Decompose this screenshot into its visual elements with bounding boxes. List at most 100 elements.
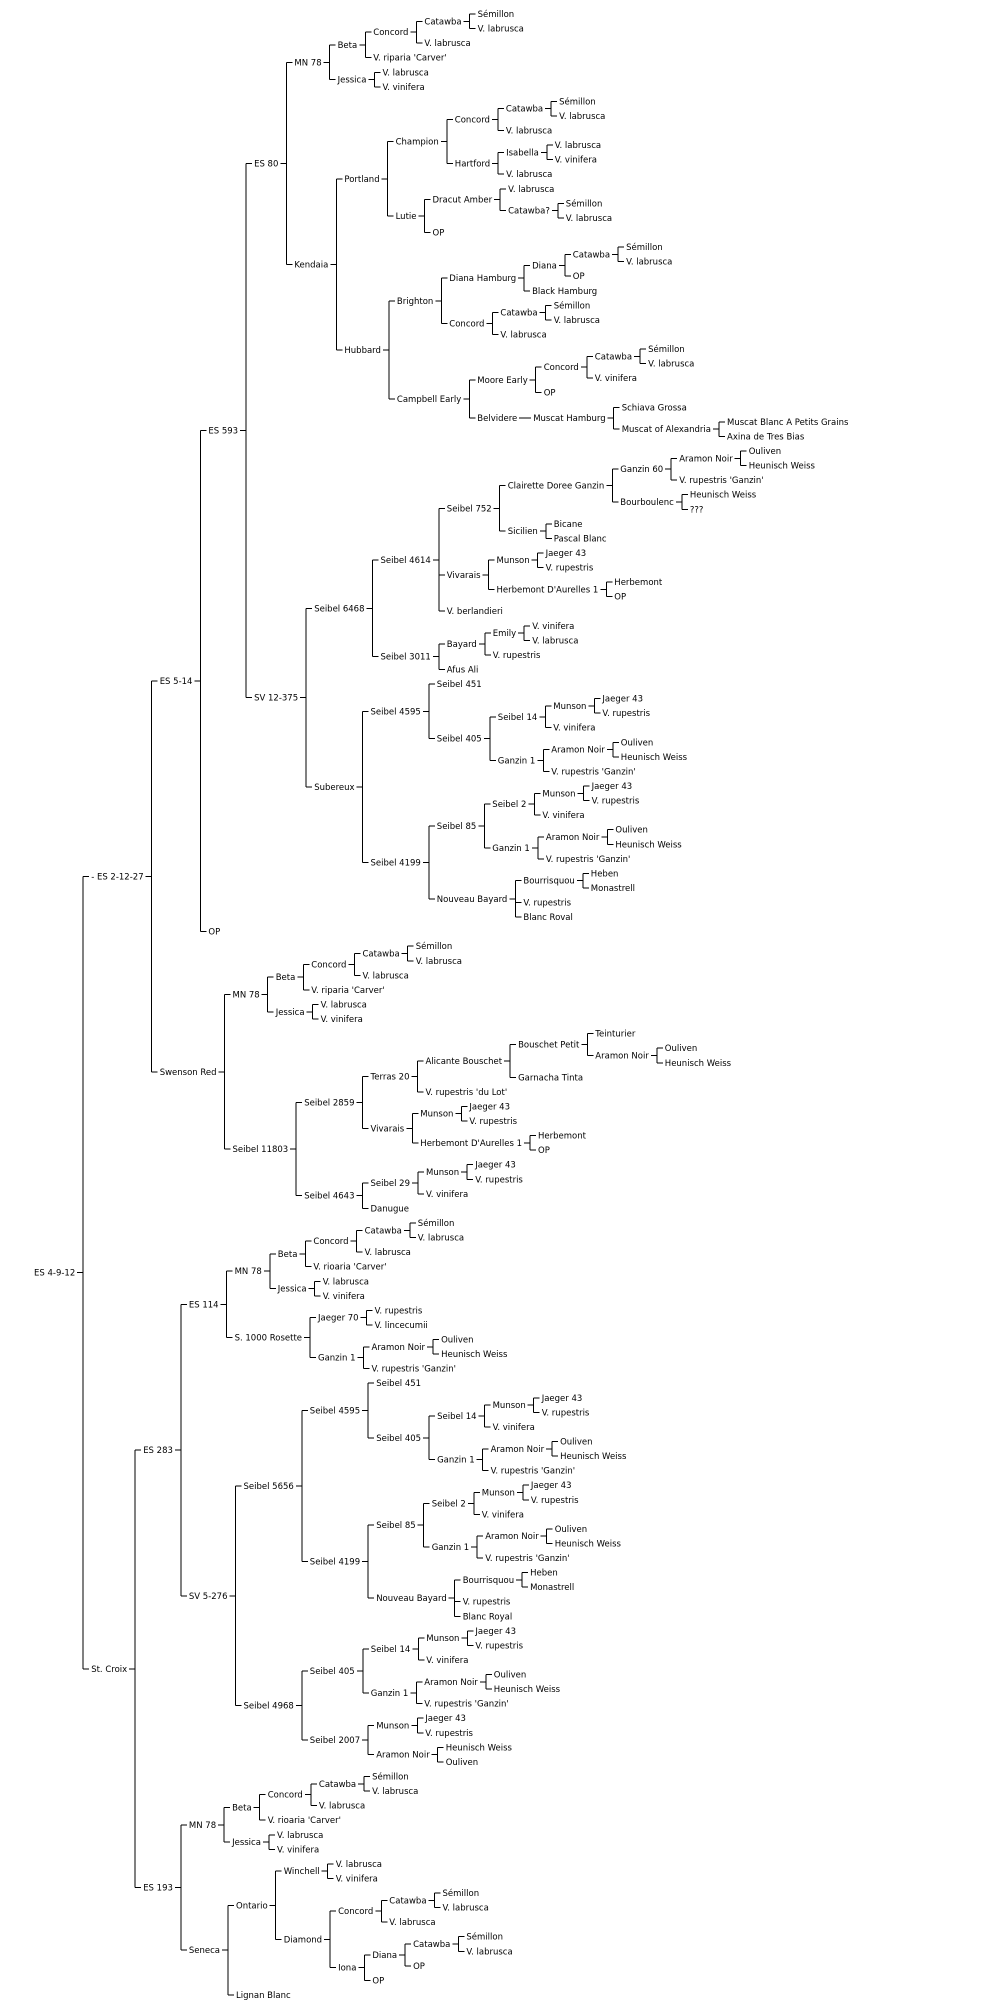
- node-label-concord: Concord: [373, 28, 408, 38]
- node-label-beta: Beta: [232, 1804, 252, 1814]
- node-label-vivarais: Vivarais: [371, 1124, 405, 1134]
- node-label-clairette-doree-ganzin: Clairette Doree Ganzin: [508, 482, 605, 492]
- node-label-es-4-9-12: ES 4-9-12: [34, 1269, 75, 1279]
- node-label-heben: Heben: [530, 1569, 558, 1579]
- node-label-v-rupestris: V. rupestris: [475, 1641, 523, 1651]
- node-label-v-rupestris: V. rupestris: [469, 1117, 517, 1127]
- node-label-v-rupestris: V. rupestris: [546, 564, 594, 574]
- node-label-lignan-blanc: Lignan Blanc: [236, 1991, 291, 2001]
- node-label-vivarais: Vivarais: [447, 571, 481, 581]
- node-label-s-millon: Sémillon: [466, 1932, 503, 1943]
- node-label-es-193: ES 193: [143, 1884, 173, 1894]
- node-label-catawba: Catawba: [363, 950, 400, 960]
- node-label-op: OP: [544, 389, 556, 399]
- node-label-st-croix: St. Croix: [91, 1665, 127, 1675]
- node-label-v-labrusca: V. labrusca: [365, 1248, 411, 1258]
- node-label-concord: Concord: [268, 1791, 303, 1801]
- node-label-seibel-752: Seibel 752: [447, 504, 492, 514]
- node-label-ganzin-1: Ganzin 1: [371, 1689, 409, 1699]
- node-label-diana: Diana: [532, 261, 557, 271]
- node-label-ganzin-1: Ganzin 1: [318, 1354, 356, 1364]
- node-label-es-2-12-27: - ES 2-12-27: [91, 872, 143, 882]
- node-label-mn-78: MN 78: [294, 58, 321, 68]
- node-label-jessica: Jessica: [275, 1008, 305, 1018]
- node-label-v-labrusca: V. labrusca: [506, 170, 552, 180]
- node-label-v-labrusca: V. labrusca: [277, 1831, 323, 1841]
- node-label-heunisch-weiss: Heunisch Weiss: [441, 1350, 508, 1360]
- node-label-aramon-noir: Aramon Noir: [551, 746, 605, 756]
- node-label-dracut-amber: Dracut Amber: [433, 196, 493, 206]
- node-label-heben: Heben: [591, 869, 619, 879]
- node-label-diamond: Diamond: [284, 1936, 322, 1946]
- node-label-v-vinifera: V. vinifera: [542, 811, 584, 821]
- node-label-brighton: Brighton: [397, 297, 433, 307]
- node-label-beta: Beta: [278, 1250, 298, 1260]
- node-label-jessica: Jessica: [337, 76, 367, 86]
- node-label-v-rupestris: V. rupestris: [542, 1408, 590, 1418]
- node-label-bourrisquou: Bourrisquou: [463, 1576, 514, 1586]
- node-label-v-labrusca: V. labrusca: [626, 258, 672, 268]
- node-label-ouliven: Ouliven: [615, 826, 647, 836]
- node-label-garnacha-tinta: Garnacha Tinta: [518, 1073, 583, 1083]
- node-label-v-rupestris: V. rupestris: [523, 899, 571, 909]
- node-label-v-vinifera: V. vinifera: [493, 1423, 535, 1433]
- node-label-jaeger-43: Jaeger 43: [468, 1103, 510, 1113]
- node-label-v-labrusca: V. labrusca: [648, 360, 694, 370]
- node-label-catawba: Catawba: [595, 352, 632, 362]
- node-label-belvidere: Belvidere: [477, 414, 517, 424]
- node-label-kendaia: Kendaia: [294, 260, 328, 270]
- node-label-aramon-noir: Aramon Noir: [491, 1445, 545, 1455]
- node-label-op: OP: [433, 229, 445, 239]
- node-label-concord: Concord: [311, 960, 346, 970]
- node-label-aramon-noir: Aramon Noir: [424, 1678, 478, 1688]
- node-label-catawba: Catawba: [319, 1780, 356, 1790]
- node-label-teinturier: Teinturier: [594, 1030, 636, 1040]
- node-label-ganzin-60: Ganzin 60: [620, 465, 663, 475]
- node-label-s-millon: Sémillon: [648, 344, 685, 355]
- node-label-seibel-2: Seibel 2: [432, 1499, 466, 1509]
- node-label-concord: Concord: [455, 116, 490, 126]
- node-label-seibel-29: Seibel 29: [371, 1179, 411, 1189]
- node-label-es-5-14: ES 5-14: [160, 677, 193, 687]
- node-label-munson: Munson: [420, 1110, 453, 1120]
- node-label-catawba: Catawba: [573, 250, 610, 260]
- node-label-s-millon: Sémillon: [478, 9, 515, 20]
- node-label-catawba: Catawba: [413, 1940, 450, 1950]
- node-label-mn-78: MN 78: [235, 1267, 262, 1277]
- node-label-v-labrusca: V. labrusca: [508, 185, 554, 195]
- node-label-v-rupestris-ganzin: V. rupestris 'Ganzin': [372, 1365, 456, 1375]
- node-label-v-labrusca: V. labrusca: [566, 214, 612, 224]
- node-label-v-labrusca: V. labrusca: [424, 39, 470, 49]
- node-label-aramon-noir: Aramon Noir: [485, 1532, 539, 1542]
- node-label-v-rupestris-ganzin: V. rupestris 'Ganzin': [485, 1554, 569, 1564]
- node-label-ouliven: Ouliven: [665, 1044, 697, 1054]
- node-label-iona: Iona: [338, 1964, 356, 1974]
- node-label-v-labrusca: V. labrusca: [559, 112, 605, 122]
- node-label-heunisch-weiss: Heunisch Weiss: [615, 840, 682, 850]
- node-label-op: OP: [614, 593, 626, 603]
- node-label-op: OP: [538, 1146, 550, 1156]
- node-label-v-vinifera: V. vinifera: [321, 1015, 363, 1025]
- node-label-v-vinifera: V. vinifera: [426, 1190, 468, 1200]
- node-label-muscat-of-alexandria: Muscat of Alexandria: [622, 425, 711, 435]
- node-label-sicilien: Sicilien: [508, 527, 538, 537]
- node-label-bayard: Bayard: [447, 640, 477, 650]
- node-label-op: OP: [413, 1962, 425, 1972]
- node-label-munson: Munson: [482, 1489, 515, 1499]
- node-label-v-riparia-carver: V. riparia 'Carver': [311, 986, 384, 996]
- node-label-concord: Concord: [338, 1907, 373, 1917]
- node-label-seibel-4595: Seibel 4595: [310, 1407, 360, 1417]
- node-label-ganzin-1: Ganzin 1: [432, 1543, 470, 1553]
- node-label-seibel-85: Seibel 85: [376, 1521, 416, 1531]
- node-label-v-rupestris-ganzin: V. rupestris 'Ganzin': [551, 767, 635, 777]
- node-label-s-1000-rosette: S. 1000 Rosette: [235, 1334, 302, 1344]
- node-label-herbemont: Herbemont: [614, 578, 663, 588]
- node-label-seibel-451: Seibel 451: [437, 680, 482, 690]
- node-label-v-berlandieri: V. berlandieri: [447, 607, 503, 617]
- node-label-jaeger-43: Jaeger 43: [424, 1714, 466, 1724]
- node-label-aramon-noir: Aramon Noir: [679, 454, 733, 464]
- node-label-jaeger-70: Jaeger 70: [317, 1314, 359, 1324]
- node-label-seibel-451: Seibel 451: [376, 1379, 421, 1389]
- node-label-seibel-11803: Seibel 11803: [233, 1145, 289, 1155]
